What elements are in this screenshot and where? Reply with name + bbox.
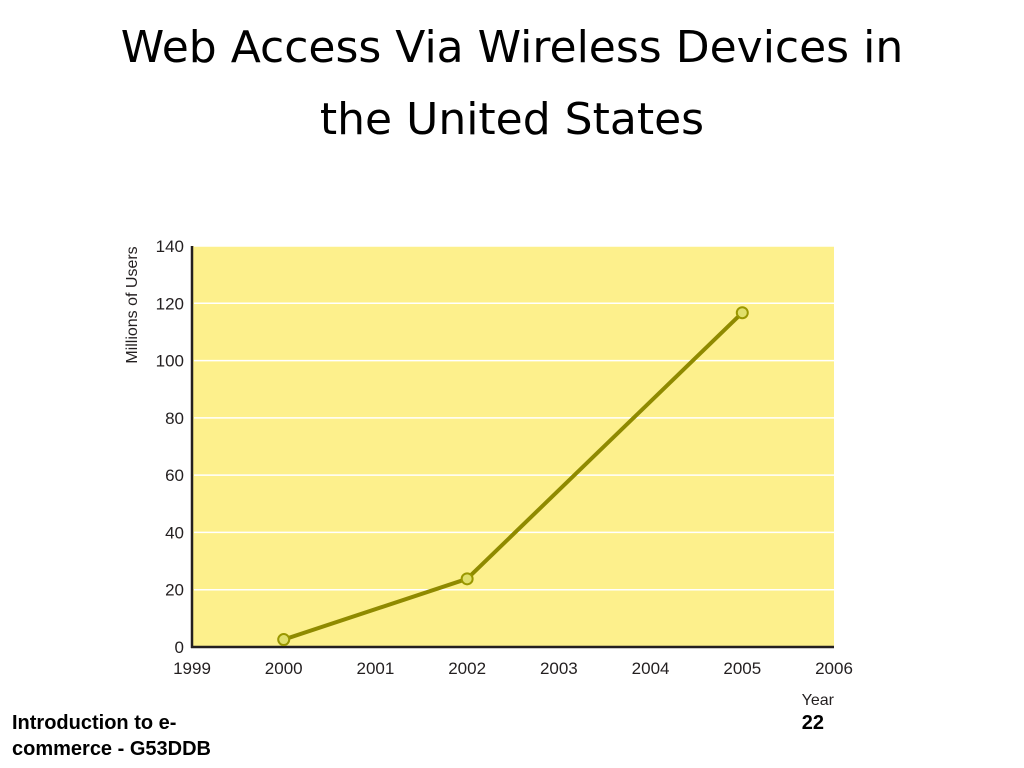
x-tick-label-1999: 1999 [173, 659, 211, 678]
x-tick-label-2005: 2005 [723, 659, 761, 678]
footer-line-1: Introduction to e- [12, 712, 177, 734]
data-point-2002 [460, 572, 474, 586]
footer-course-label: Introduction to e- commerce - G53DDB [12, 710, 312, 762]
slide-title-line-2: the United States [319, 94, 705, 145]
y-tick-label-140: 140 [156, 237, 184, 256]
gridlines [194, 245, 834, 591]
x-tick-label-2000: 2000 [265, 659, 303, 678]
x-tick-label-2002: 2002 [448, 659, 486, 678]
plot-background [192, 246, 834, 647]
x-tick-label-2004: 2004 [632, 659, 670, 678]
x-tick-label-2006: 2006 [815, 659, 853, 678]
y-tick-label-40: 40 [165, 523, 184, 542]
y-tick-label-0: 0 [175, 638, 184, 657]
series-layer [277, 306, 749, 647]
y-tick-label-120: 120 [156, 294, 184, 313]
x-tick-label-2003: 2003 [540, 659, 578, 678]
x-tick-label-2001: 2001 [357, 659, 395, 678]
slide-title-line-1: Web Access Via Wireless Devices in [120, 22, 904, 73]
y-tick-label-100: 100 [156, 352, 184, 371]
y-tick-label-20: 20 [165, 581, 184, 600]
slide-title: Web Access Via Wireless Devices in the U… [0, 12, 1024, 156]
data-point-2005 [735, 306, 749, 320]
footer-line-2: commerce - G53DDB [12, 738, 211, 760]
x-axis-title: Year [802, 692, 835, 709]
y-axis-title: Millions of Users [124, 246, 141, 363]
data-point-2000 [277, 633, 291, 647]
y-tick-label-80: 80 [165, 409, 184, 428]
y-tick-label-60: 60 [165, 466, 184, 485]
axes [190, 246, 834, 649]
tick-labels: 0 20 40 60 80 100 120 140 1999 2000 2001 2002 2003 20… [156, 237, 853, 678]
page-number: 22 [801, 712, 824, 734]
